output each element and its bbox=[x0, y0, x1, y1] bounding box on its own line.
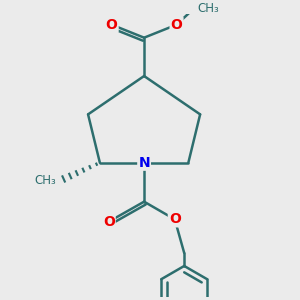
Text: O: O bbox=[169, 212, 181, 226]
Text: N: N bbox=[138, 156, 150, 170]
Text: O: O bbox=[103, 215, 115, 229]
Text: CH₃: CH₃ bbox=[34, 174, 56, 187]
Text: CH₃: CH₃ bbox=[197, 2, 219, 15]
Text: O: O bbox=[171, 18, 182, 32]
Text: O: O bbox=[106, 18, 118, 32]
